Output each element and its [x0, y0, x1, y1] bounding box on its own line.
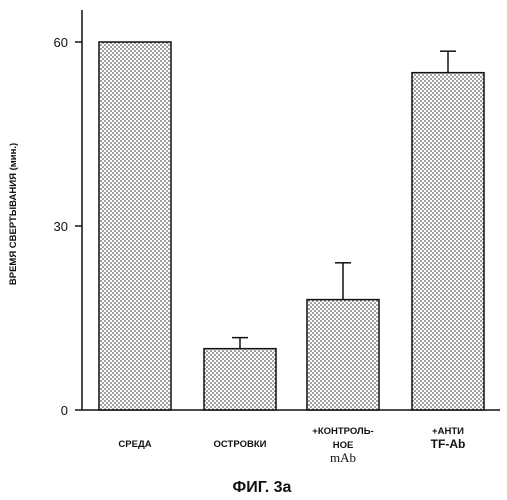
x-tick-label: mAb — [330, 450, 356, 465]
y-tick-label: 30 — [54, 219, 68, 234]
bars — [99, 42, 484, 410]
y-ticks: 0 30 60 — [54, 35, 82, 418]
x-tick-label: +КОНТРОЛЬ- — [312, 426, 373, 437]
x-tick-label: +АНТИ — [432, 426, 464, 437]
y-tick-label: 0 — [61, 403, 68, 418]
x-tick-label: СРЕДА — [118, 439, 151, 450]
figure-caption: ФИГ. 3а — [233, 479, 292, 496]
y-tick-label: 60 — [54, 35, 68, 50]
bar — [99, 42, 171, 410]
x-tick-labels: СРЕДАОСТРОВКИ+КОНТРОЛЬ-НОЕmAb+АНТИTF-Ab — [118, 426, 465, 465]
bar — [204, 349, 276, 410]
y-axis-label: ВРЕМЯ СВЕРТЫВАНИЯ (мин.) — [8, 143, 19, 285]
bar — [307, 300, 379, 410]
bar — [412, 73, 484, 410]
x-tick-label: ОСТРОВКИ — [214, 439, 267, 450]
x-tick-label: TF-Ab — [431, 437, 466, 451]
